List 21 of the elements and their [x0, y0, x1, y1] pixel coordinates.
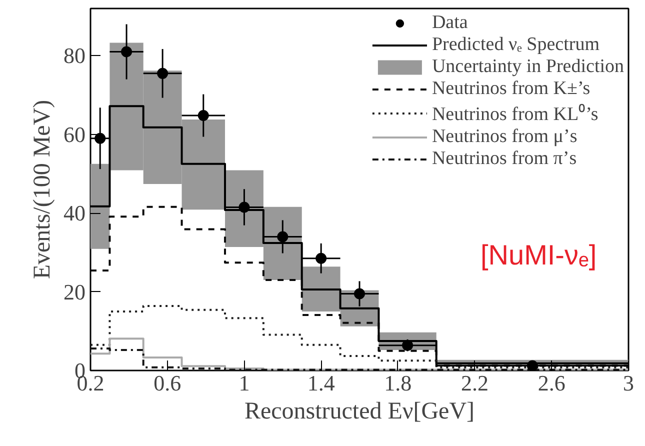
x-tick-label: 1.4 — [307, 370, 335, 396]
legend-label: Neutrinos from π’s — [432, 148, 577, 170]
legend-label: Neutrinos from KL⁰’s — [432, 102, 598, 126]
x-tick-label: 1.8 — [384, 370, 412, 396]
y-tick-label: 20 — [64, 279, 86, 304]
y-axis-title: Events/(100 MeV) — [30, 100, 56, 280]
legend-label: Neutrinos from K±’s — [432, 78, 590, 100]
legend-label: Neutrinos from μ’s — [432, 126, 578, 148]
y-tick-label: 80 — [64, 43, 86, 68]
x-tick-label: 2.2 — [461, 370, 489, 396]
annotation: [NuMI-νₑ] — [480, 240, 597, 270]
y-tick-label: 60 — [64, 122, 86, 147]
legend-label: Predicted νₑ Spectrum — [432, 34, 600, 56]
x-tick-label: 3 — [623, 370, 634, 396]
y-tick-label: 40 — [64, 200, 86, 226]
legend-label: Uncertainty in Prediction — [432, 56, 624, 78]
x-tick-label: 0.6 — [154, 370, 182, 396]
x-axis-title: Reconstructed Eν[GeV] — [244, 398, 475, 424]
legend-label: Data — [432, 12, 468, 34]
x-tick-label: 1 — [238, 370, 250, 396]
x-tick-label: 2.6 — [538, 370, 566, 396]
